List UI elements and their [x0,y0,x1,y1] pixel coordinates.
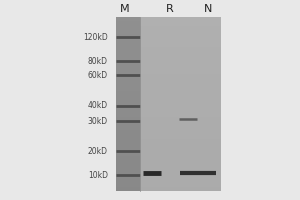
Bar [116,65,140,69]
Bar [140,60,221,65]
Bar [140,182,221,187]
Bar [116,108,140,113]
Bar [140,121,221,126]
Bar [140,47,221,52]
Bar [116,165,140,169]
Bar [116,47,140,52]
Bar [116,91,140,95]
Bar [116,113,140,117]
Bar [140,113,221,117]
Bar [116,152,140,156]
Bar [140,43,221,47]
Text: N: N [204,4,213,14]
Bar [140,91,221,95]
Bar [140,65,221,69]
Bar [116,143,140,148]
Bar [116,134,140,139]
Bar [140,108,221,113]
Bar [116,182,140,187]
Bar [140,139,221,143]
Text: 120kD: 120kD [83,32,108,42]
Bar [116,21,140,26]
Bar [140,17,221,191]
Bar [140,117,221,121]
Bar [116,117,140,121]
Bar [116,69,140,74]
Bar [116,34,140,39]
Bar [116,43,140,47]
Bar [140,26,221,30]
Bar [140,78,221,82]
Bar [116,126,140,130]
Bar [116,174,140,178]
Bar [116,30,140,34]
Bar [140,104,221,108]
Bar [116,178,140,182]
Bar [116,87,140,91]
Bar [140,30,221,34]
Bar [140,148,221,152]
Bar [116,121,140,126]
Bar [116,52,140,56]
Bar [140,143,221,148]
Bar [140,156,221,161]
Text: R: R [166,4,173,14]
Bar [116,104,140,108]
Text: 60kD: 60kD [88,71,108,79]
Bar [116,82,140,87]
Bar [140,95,221,100]
Bar [116,156,140,161]
Bar [116,74,140,78]
Bar [140,152,221,156]
Bar [116,139,140,143]
Bar [140,165,221,169]
Bar [140,187,221,191]
Bar [140,161,221,165]
Text: 30kD: 30kD [88,116,108,126]
Text: M: M [120,4,129,14]
Bar [140,126,221,130]
Bar [116,161,140,165]
Bar [116,100,140,104]
Bar [116,95,140,100]
Text: 10kD: 10kD [88,170,108,180]
Bar [116,130,140,134]
Bar [116,60,140,65]
Text: 80kD: 80kD [88,56,108,66]
Bar [140,69,221,74]
Text: 40kD: 40kD [88,102,108,110]
Bar [140,56,221,60]
Bar [116,78,140,82]
Bar [116,187,140,191]
Bar [116,17,140,21]
Text: 20kD: 20kD [88,146,108,156]
Bar [116,39,140,43]
Bar [140,34,221,39]
Bar [140,100,221,104]
Bar [140,21,221,26]
Bar [140,169,221,174]
Bar [140,82,221,87]
Bar [140,52,221,56]
Bar [140,130,221,134]
Bar [140,39,221,43]
Bar [116,17,140,191]
Bar [116,148,140,152]
Bar [140,178,221,182]
Bar [116,169,140,174]
Bar [140,134,221,139]
Bar [116,26,140,30]
Bar [140,87,221,91]
Bar [140,174,221,178]
Bar [140,17,221,21]
Bar [140,74,221,78]
Bar [116,56,140,60]
